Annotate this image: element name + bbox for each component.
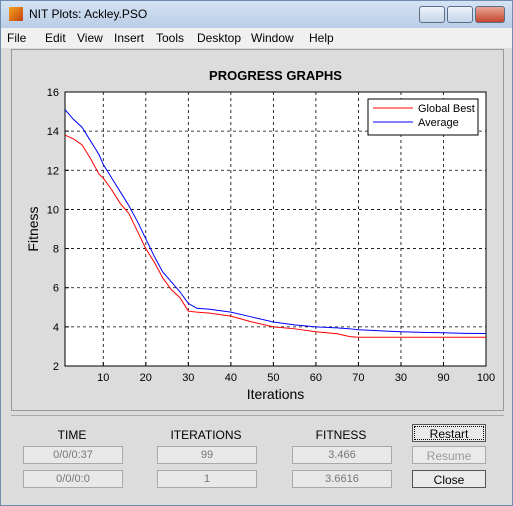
x-tick-label: 100 [477,372,495,384]
chart-panel: PROGRESS GRAPHS 10 20 30 40 50 60 70 30 90 100 2 4 6 8… [11,49,504,411]
readout-field: 3.466 [292,446,392,464]
menu-item[interactable]: Desktop [197,31,242,45]
menu-bar: File Edit View Insert Tools Desktop Window Help [1,28,512,48]
readout-field: 99 [157,446,257,464]
y-tick-label: 6 [53,283,59,295]
x-tick-label: 30 [182,372,194,384]
x-tick-label: 30 [395,372,407,384]
y-tick-label: 14 [47,126,59,138]
app-icon [9,7,23,21]
column-label: ITERATIONS [170,428,242,442]
menu-item[interactable]: Tools [156,31,185,45]
button[interactable]: Resume [412,446,486,464]
menu-item[interactable]: Help [309,31,334,45]
button[interactable]: Close [412,470,486,488]
x-tick-label: 20 [140,372,152,384]
menu-item[interactable]: View [77,31,103,45]
readout-field: 0/0/0:0 [23,470,123,488]
plot-area [65,92,486,366]
readout-field: 0/0/0:37 [23,446,123,464]
x-tick-label: 60 [310,372,322,384]
y-tick-label: 12 [47,165,59,177]
readout-field: 1 [157,470,257,488]
window-title: NIT Plots: Ackley.PSO [29,7,148,21]
maximize-button[interactable] [447,6,473,23]
x-tick-label: 70 [352,372,364,384]
series-line [64,134,486,338]
status-panel: TIME 0/0/0:37 0/0/0:0 ITERATIONS 99 1 FITNESS 3… [11,415,504,500]
legend-label: Global Best [418,103,475,115]
column-label: TIME [57,428,87,442]
menu-item[interactable]: Insert [114,31,145,45]
y-axis-label: Fitness [25,206,41,251]
y-tick-label: 16 [47,87,59,99]
y-tick-label: 4 [53,322,59,334]
minimize-button[interactable] [419,6,445,23]
x-tick-label: 40 [225,372,237,384]
legend-label: Average [418,117,459,129]
chart-title: PROGRESS GRAPHS [209,68,342,83]
column-label: FITNESS [315,428,367,442]
y-tick-label: 10 [47,204,59,216]
plot-frame [64,91,487,367]
menu-item[interactable]: File [7,31,27,45]
y-tick-label: 2 [53,361,59,373]
menu-item[interactable]: Edit [45,31,66,45]
menu-item[interactable]: Window [251,31,294,45]
x-tick-label: 10 [97,372,109,384]
legend-box [367,98,479,136]
chart: PROGRESS GRAPHS 10 20 30 40 50 60 70 30 90 100 2 4 6 8… [25,68,495,402]
x-tick-label: 50 [267,372,279,384]
close-window-button[interactable] [475,6,505,23]
x-tick-label: 90 [437,372,449,384]
title-bar: NIT Plots: Ackley.PSO [1,1,512,28]
series-line [64,109,487,335]
y-tick-label: 8 [53,244,59,256]
readout-field: 3.6616 [292,470,392,488]
button[interactable]: Restart [412,424,486,442]
x-axis-label: Iterations [247,386,305,402]
